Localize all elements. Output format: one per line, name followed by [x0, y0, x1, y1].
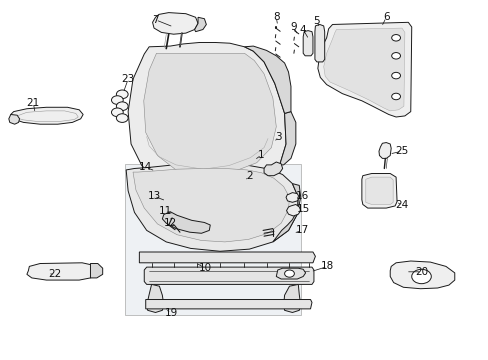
Text: 6: 6 — [382, 12, 389, 22]
Polygon shape — [11, 107, 83, 124]
Circle shape — [391, 93, 400, 100]
Polygon shape — [378, 143, 390, 158]
Text: 14: 14 — [139, 162, 152, 172]
Text: 16: 16 — [295, 191, 308, 201]
Text: 13: 13 — [147, 191, 161, 201]
Circle shape — [411, 269, 430, 284]
Polygon shape — [279, 112, 295, 165]
Text: 23: 23 — [121, 74, 135, 84]
Polygon shape — [323, 28, 404, 111]
Circle shape — [116, 102, 128, 111]
Polygon shape — [144, 267, 313, 284]
Polygon shape — [264, 162, 282, 176]
Polygon shape — [139, 252, 315, 263]
Text: 4: 4 — [299, 24, 306, 35]
Circle shape — [284, 270, 294, 277]
Circle shape — [116, 90, 128, 99]
Polygon shape — [303, 31, 312, 56]
Polygon shape — [276, 268, 305, 279]
Polygon shape — [285, 193, 299, 202]
Polygon shape — [389, 261, 454, 289]
Text: 9: 9 — [289, 22, 296, 32]
Text: 15: 15 — [296, 204, 309, 214]
Bar — [124, 164, 300, 315]
Polygon shape — [152, 13, 198, 34]
Polygon shape — [162, 212, 210, 233]
Polygon shape — [365, 177, 392, 204]
Text: 11: 11 — [158, 206, 172, 216]
Circle shape — [111, 108, 123, 117]
Polygon shape — [27, 263, 98, 280]
Polygon shape — [283, 284, 300, 312]
Polygon shape — [90, 264, 102, 278]
Text: 10: 10 — [199, 263, 211, 273]
Circle shape — [391, 35, 400, 41]
Polygon shape — [194, 17, 206, 32]
Text: 3: 3 — [275, 132, 282, 142]
Text: 24: 24 — [394, 200, 408, 210]
Circle shape — [391, 53, 400, 59]
Polygon shape — [143, 53, 276, 176]
Text: 5: 5 — [313, 16, 320, 26]
Polygon shape — [145, 300, 311, 309]
Polygon shape — [128, 42, 285, 194]
Circle shape — [111, 96, 123, 104]
Polygon shape — [126, 164, 298, 251]
Text: 12: 12 — [163, 218, 177, 228]
Polygon shape — [286, 204, 300, 216]
Polygon shape — [146, 284, 163, 312]
Circle shape — [391, 72, 400, 79]
Text: 17: 17 — [295, 225, 308, 235]
Text: 19: 19 — [164, 308, 178, 318]
Text: 2: 2 — [245, 171, 252, 181]
Text: 8: 8 — [272, 12, 279, 22]
Text: 7: 7 — [152, 15, 159, 25]
Polygon shape — [317, 22, 411, 117]
Polygon shape — [361, 174, 396, 208]
Text: 22: 22 — [48, 269, 61, 279]
Text: 1: 1 — [258, 150, 264, 160]
Polygon shape — [272, 184, 300, 242]
Circle shape — [116, 114, 128, 122]
Polygon shape — [244, 46, 290, 113]
Polygon shape — [9, 114, 20, 124]
Text: 21: 21 — [26, 98, 40, 108]
Polygon shape — [314, 24, 324, 62]
Text: 25: 25 — [394, 146, 408, 156]
Text: 20: 20 — [414, 267, 427, 277]
Polygon shape — [133, 168, 289, 242]
Text: 18: 18 — [320, 261, 334, 271]
